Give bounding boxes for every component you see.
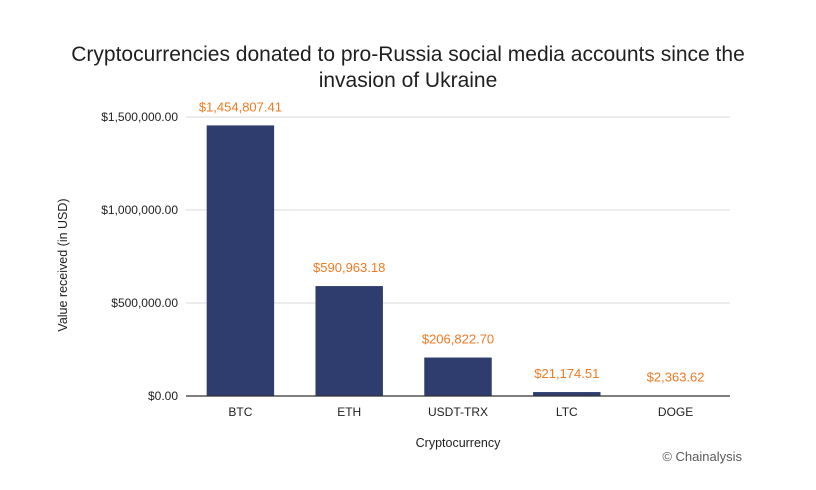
category-label-btc: BTC [228, 405, 252, 419]
bar-eth [315, 286, 383, 396]
x-axis-title: Cryptocurrency [416, 436, 501, 450]
y-tick-label: $1,500,000.00 [101, 110, 178, 124]
chart-title: Cryptocurrencies donated to pro-Russia s… [71, 43, 745, 92]
data-label-btc: $1,454,807.41 [199, 99, 282, 114]
bar-ltc [533, 392, 601, 396]
bar-btc [206, 125, 275, 396]
data-label-usdt-trx: $206,822.70 [422, 332, 494, 347]
data-label-ltc: $21,174.51 [534, 366, 599, 381]
category-label-usdt-trx: USDT-TRX [428, 405, 488, 419]
chart-title-line-2: invasion of Ukraine [319, 69, 498, 92]
data-labels: $1,454,807.41 $590,963.18 $206,822.70 $21,1… [199, 99, 705, 384]
x-axis-categories: BTC ETH USDT-TRX LTC DOGE [228, 405, 693, 419]
chart-title-line-1: Cryptocurrencies donated to pro-Russia s… [71, 43, 745, 66]
y-tick-label: $0.00 [148, 389, 178, 403]
category-label-ltc: LTC [556, 405, 578, 419]
bars [206, 125, 710, 396]
y-tick-label: $1,000,000.00 [101, 203, 178, 217]
category-label-eth: ETH [337, 405, 361, 419]
category-label-doge: DOGE [658, 405, 693, 419]
y-tick-label: $500,000.00 [111, 296, 178, 310]
y-axis-title: Value received (in USD) [56, 198, 70, 331]
data-label-eth: $590,963.18 [313, 260, 385, 275]
chainalysis-credit: © Chainalysis [662, 449, 742, 464]
data-label-doge: $2,363.62 [647, 370, 705, 385]
gridlines [186, 116, 730, 304]
y-axis-ticks: $0.00 $500,000.00 $1,000,000.00 $1,500,000.… [101, 110, 178, 403]
bar-usdt-trx [424, 357, 492, 396]
